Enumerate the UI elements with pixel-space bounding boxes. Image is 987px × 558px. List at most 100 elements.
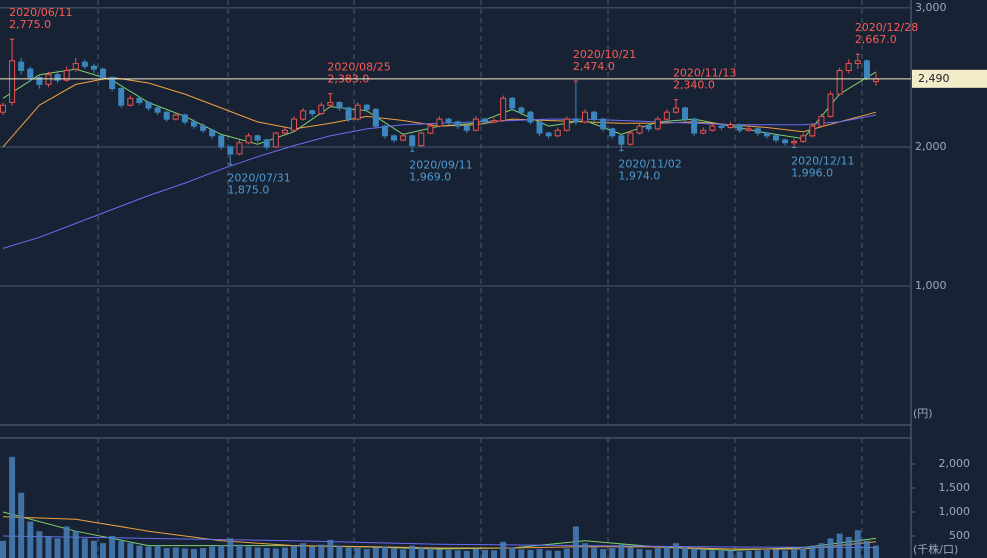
candle-body [200,125,207,131]
annotation-value: 2,474.0 [573,60,615,73]
candle-body [600,118,607,130]
volume-bar [763,549,770,558]
candle-body [281,129,288,134]
candle-body [72,63,79,70]
volume-bar [554,550,561,558]
candle-body [327,101,334,106]
volume-bar [418,547,425,558]
candle-body [736,124,743,131]
annotation-date: 2020/06/11 [9,6,72,19]
annotation-date: 2020/11/02 [618,158,681,171]
annotation-date: 2020/08/25 [327,61,390,74]
candle-body [536,121,543,134]
volume-tick-label: 500 [949,529,970,542]
candle-body [81,61,88,67]
candle-body [0,104,6,113]
annotation-date: 2020/07/31 [227,171,290,184]
volume-bar [400,549,407,558]
candle-body [627,132,634,145]
volume-bar [845,536,852,558]
volume-bar [563,548,570,558]
candle-body [481,118,488,123]
volume-bar [682,547,689,558]
volume-bar [309,546,316,558]
candle-body [172,114,179,120]
annotation-date: 2020/10/21 [573,48,636,61]
volume-bar [454,550,461,558]
volume-bar [572,526,579,558]
annotation-value: 2,667.0 [855,33,897,46]
volume-bar [518,549,525,558]
candle-body [682,107,689,120]
volume-bar [354,548,361,558]
candle-body [9,60,16,103]
volume-bar [327,539,334,558]
candle-body [18,61,25,71]
candle-body [691,118,698,134]
candle-body [563,118,570,131]
candle-body [336,101,343,109]
volume-bar [718,550,725,558]
candle-body [827,93,834,117]
volume-unit: (千株/口) [913,542,958,556]
volume-bar [782,550,789,558]
volume-bar [272,548,279,558]
volume-moving-average [2,535,877,548]
volume-bar [145,546,152,558]
volume-bar [54,538,61,558]
volume-bar [363,548,370,558]
candle-body [518,107,525,113]
candle-body [418,132,425,147]
candle-body [209,129,216,137]
candle-body [127,97,134,106]
candle-body [254,135,261,141]
candle-body [754,128,761,134]
volume-bar [536,548,543,558]
volume-bar [727,550,734,558]
candle-body [372,108,379,127]
volume-bar [172,547,179,558]
candle-body [636,125,643,134]
volume-bar [691,548,698,558]
candle-body [454,121,461,127]
candle-body [800,135,807,142]
candle-body [727,124,734,128]
candle-body [163,111,170,120]
y-unit: (円) [913,407,933,420]
candle-body [236,142,243,155]
candle-body [709,125,716,131]
volume-bar [618,544,625,558]
candle-body [318,104,325,115]
candle-body [45,74,52,85]
volume-bar [836,533,843,558]
volume-bar [591,547,598,558]
volume-bar [663,546,670,558]
candle-body [527,111,534,123]
candle-body [836,69,843,95]
candle-body [54,74,61,81]
candle-body [791,140,798,144]
volume-moving-average [2,516,877,550]
candle-body [400,135,407,141]
candle-body [700,129,707,134]
annotation-date: 2020/12/11 [791,155,854,168]
candle-body [545,132,552,137]
candle-body [381,125,388,137]
volume-bar [0,540,6,558]
candle-body [663,111,670,120]
candle-body [509,97,516,109]
last-price-label: 2,490 [918,72,950,85]
candle-body [118,88,125,106]
volume-bar [609,548,616,558]
volume-bar [863,540,870,558]
volume-bar [90,540,97,558]
volume-bar [463,550,470,558]
volume-bar [873,545,879,558]
candle-body [472,118,479,131]
annotation-date: 2020/12/28 [855,21,918,34]
volume-bar [427,548,434,558]
volume-bar [63,526,70,558]
candle-body [218,135,225,148]
volume-bar [436,549,443,558]
